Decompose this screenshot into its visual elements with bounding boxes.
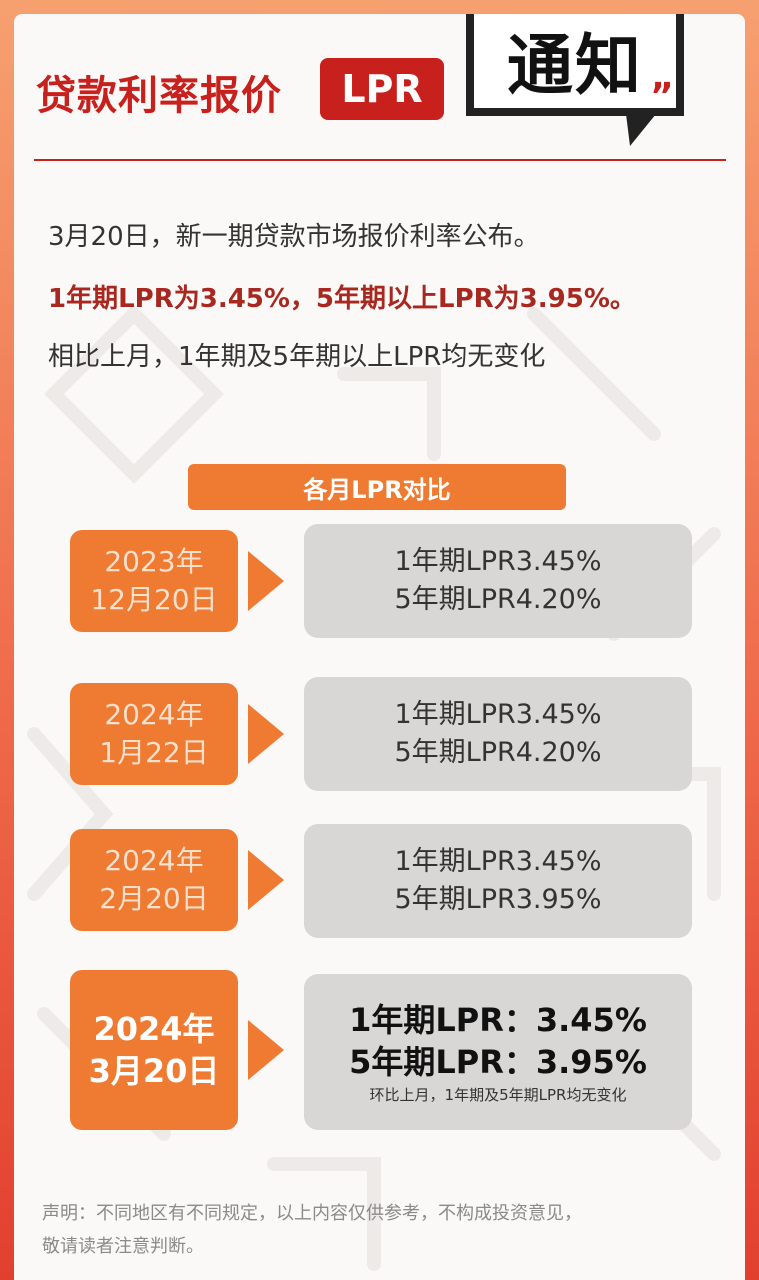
arrow-right-icon [248,850,284,910]
speech-tail-icon [626,114,656,146]
notice-stamp: 通知 [466,14,684,116]
date-day: 3月20日 [88,1052,220,1090]
date-year: 2023年 [104,545,204,578]
date-year: 2024年 [93,1010,215,1048]
date-day: 1月22日 [99,736,209,769]
rate-1y: 1年期LPR3.45% [394,699,602,730]
rate-5y: 5年期LPR3.95% [394,884,602,915]
disclaimer: 声明：不同地区有不同规定，以上内容仅供参考，不构成投资意见， 敬请读者注意判断。 [42,1197,732,1263]
date-year: 2024年 [104,844,204,877]
notice-text: 通知 [507,27,643,104]
lpr-tag: LPR [320,58,444,120]
rate-box: 1年期LPR3.45% 5年期LPR3.95% [304,824,692,938]
arrow-right-icon [248,704,284,764]
date-day: 2月20日 [99,882,209,915]
rate-box: 1年期LPR3.45% 5年期LPR4.20% [304,524,692,638]
date-day: 12月20日 [90,583,218,616]
headline: 贷款利率报价 [36,73,282,119]
rate-1y: 1年期LPR3.45% [394,546,602,577]
intro-line-3: 相比上月，1年期及5年期以上LPR均无变化 [48,342,546,372]
date-badge: 2024年 1月22日 [70,683,238,785]
date-badge-current: 2024年 3月20日 [70,970,238,1130]
date-badge: 2023年 12月20日 [70,530,238,632]
rate-5y: 5年期LPR：3.95% [349,1043,647,1081]
rate-box-current: 1年期LPR：3.45% 5年期LPR：3.95% 环比上月，1年期及5年期LP… [304,974,692,1130]
rate-1y: 1年期LPR：3.45% [349,1001,647,1039]
disclaimer-line-2: 敬请读者注意判断。 [42,1236,204,1257]
divider [34,159,726,161]
disclaimer-line-1: 声明：不同地区有不同规定，以上内容仅供参考，不构成投资意见， [42,1203,582,1224]
arrow-right-icon [248,551,284,611]
date-year: 2024年 [104,698,204,731]
section-title: 各月LPR对比 [188,464,566,510]
date-badge: 2024年 2月20日 [70,829,238,931]
intro-line-2: 1年期LPR为3.45%，5年期以上LPR为3.95%。 [48,284,636,314]
rate-note: 环比上月，1年期及5年期LPR均无变化 [369,1086,627,1104]
intro-line-1: 3月20日，新一期贷款市场报价利率公布。 [48,222,540,252]
rate-1y: 1年期LPR3.45% [394,846,602,877]
quote-mark-icon: ” [650,76,674,117]
rate-5y: 5年期LPR4.20% [394,584,602,615]
poster-card: 贷款利率报价 LPR 通知 ” 3月20日，新一期贷款市场报价利率公布。 1年期… [14,14,745,1280]
arrow-right-icon [248,1020,284,1080]
rate-box: 1年期LPR3.45% 5年期LPR4.20% [304,677,692,791]
rate-5y: 5年期LPR4.20% [394,737,602,768]
